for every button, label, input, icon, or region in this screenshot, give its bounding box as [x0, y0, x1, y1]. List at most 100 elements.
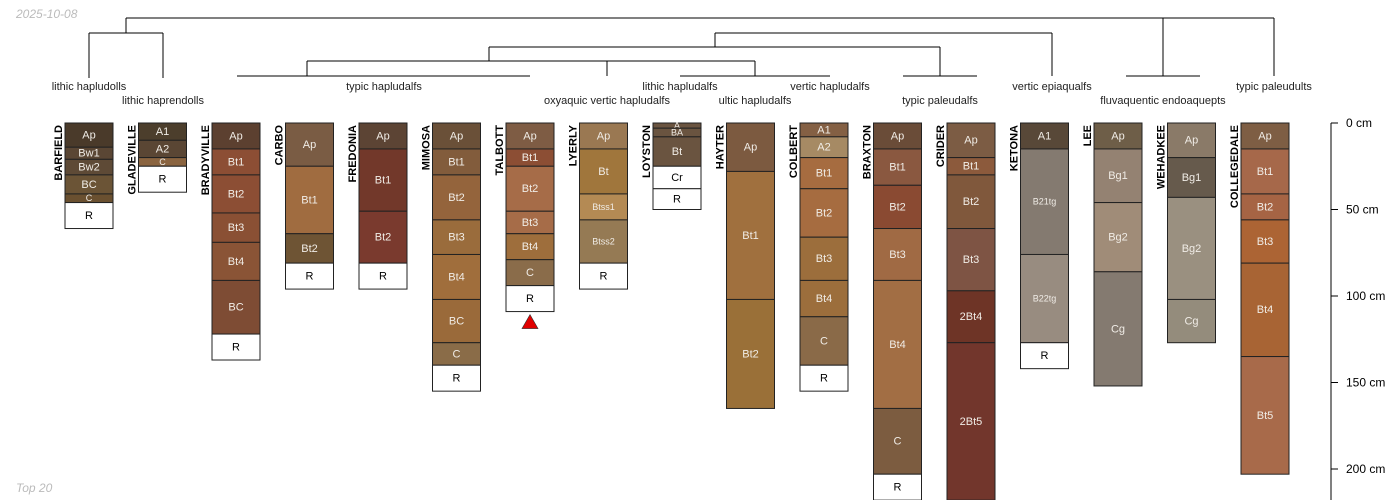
- horizon-bt4: [873, 279, 922, 409]
- horizon-label: Bt1: [375, 174, 392, 186]
- horizon-label: A1: [156, 126, 169, 138]
- profile-name: BRAXTON: [861, 125, 873, 179]
- horizon-label: R: [600, 271, 608, 283]
- horizon-label: R: [1041, 350, 1049, 362]
- horizon-bt3: [799, 236, 849, 281]
- horizon-label: Bt: [598, 166, 608, 178]
- horizon-label: C: [453, 348, 461, 360]
- horizon-r: [138, 165, 187, 193]
- axis-tick-label: 50 cm: [1346, 203, 1379, 217]
- horizon-label: Ap: [523, 130, 536, 142]
- horizon-bt1: [1240, 148, 1290, 195]
- horizon-r: [285, 262, 334, 290]
- horizon-label: Bt2: [522, 183, 539, 195]
- horizon-label: R: [673, 194, 681, 206]
- horizon-label: Bt4: [816, 293, 833, 305]
- horizon-label: Bt1: [742, 230, 759, 242]
- horizon-label: Bt3: [448, 232, 465, 244]
- horizon-label: BC: [228, 302, 243, 314]
- horizon-label: R: [526, 293, 534, 305]
- horizon-cg: [1093, 271, 1143, 387]
- horizon-label: Bt1: [522, 152, 539, 164]
- horizon-label: B22tg: [1033, 293, 1057, 303]
- horizon-bt1: [799, 157, 849, 190]
- horizon-ap: [726, 122, 775, 172]
- horizon-bg1: [1093, 148, 1143, 204]
- horizon-label: C: [820, 335, 828, 347]
- horizon-bg1: [1167, 157, 1216, 198]
- horizon-label: Bg1: [1108, 170, 1128, 182]
- horizon-label: Ap: [1111, 130, 1124, 142]
- horizon-label: Bt2: [301, 243, 318, 255]
- horizon-ap: [1240, 122, 1290, 150]
- profile-name: CRIDER: [935, 125, 947, 167]
- horizon-label: BC: [81, 179, 96, 191]
- horizon-label: Bg1: [1182, 172, 1202, 184]
- horizon-bt1: [285, 165, 334, 235]
- profile-ketona: KETONA A1 B21tg B22tg R: [1008, 122, 1069, 370]
- date-label: 2025-10-08: [16, 7, 78, 21]
- horizon-2bt4: [946, 290, 996, 344]
- horizon-bt4: [1240, 262, 1290, 358]
- horizon-label: Bw2: [78, 162, 99, 174]
- profile-name: COLLEGEDALE: [1229, 125, 1241, 208]
- horizon-label: 2Bt4: [960, 311, 983, 323]
- horizon-bt1: [358, 148, 408, 212]
- horizon-r: [579, 262, 628, 290]
- horizon-ap: [946, 122, 996, 159]
- horizon-r: [1020, 342, 1069, 370]
- horizon-label: A: [674, 120, 680, 130]
- horizon-bt2: [432, 174, 481, 221]
- horizon-bt2: [211, 174, 261, 214]
- horizon-label: Bt1: [889, 162, 906, 174]
- horizon-ap: [285, 122, 334, 167]
- axis-tick-label: 100 cm: [1346, 289, 1385, 303]
- horizon-label: R: [85, 210, 93, 222]
- horizon-label: Ap: [891, 130, 904, 142]
- horizon-label: Btss2: [592, 236, 615, 246]
- horizon-b22tg: [1020, 253, 1069, 344]
- taxon-label: fluvaquentic endoaquepts: [1100, 95, 1226, 107]
- horizon-bt: [579, 148, 628, 195]
- horizon-bt1: [873, 148, 922, 186]
- horizon-ap: [579, 122, 628, 150]
- horizon-label: Bt1: [448, 156, 465, 168]
- profile-talbott: TALBOTT Ap Bt1 Bt2 Bt3 Bt4 C R: [494, 122, 555, 329]
- profile-name: CARBO: [273, 125, 285, 166]
- horizon-label: Bg2: [1182, 243, 1202, 255]
- horizon-label: Ap: [744, 142, 757, 154]
- profile-name: LEE: [1082, 125, 1094, 146]
- horizon-label: Btss1: [592, 202, 615, 212]
- horizon-label: R: [453, 373, 461, 385]
- horizon-bt1: [211, 148, 261, 176]
- profile-mimosa: MIMOSA Ap Bt1 Bt2 Bt3 Bt4 BC C R: [420, 122, 481, 392]
- profile-name: WEHADKEE: [1155, 125, 1167, 189]
- marker-triangle: [521, 313, 539, 329]
- horizon-cg: [1167, 298, 1216, 344]
- horizon-r: [505, 285, 555, 313]
- horizon-label: Cg: [1111, 323, 1125, 335]
- horizon-label: A1: [817, 124, 830, 136]
- horizon-label: R: [306, 271, 314, 283]
- horizon-label: R: [379, 271, 387, 283]
- horizon-label: C: [159, 157, 166, 167]
- profile-fredonia: FREDONIA Ap Bt1 Bt2 R: [347, 122, 408, 290]
- horizon-ap: [432, 122, 481, 150]
- profile-name: BARFIELD: [53, 125, 65, 181]
- profile-name: KETONA: [1008, 125, 1020, 171]
- taxon-label: oxyaquic vertic hapludalfs: [544, 95, 670, 107]
- horizon-bt2: [873, 184, 922, 230]
- horizon-label: Bt3: [522, 217, 539, 229]
- horizon-bt2: [505, 165, 555, 212]
- profile-name: MIMOSA: [420, 125, 432, 170]
- horizon-label: C: [86, 193, 93, 203]
- profile-hayter: HAYTER Ap Bt1 Bt2: [714, 122, 775, 409]
- profile-name: LYERLY: [567, 124, 579, 166]
- horizon-bt4: [211, 241, 261, 281]
- horizon-label: C: [894, 436, 902, 448]
- horizon-ap: [211, 122, 261, 150]
- horizon-label: Bt2: [889, 201, 906, 213]
- horizon-label: Bt2: [228, 188, 245, 200]
- horizon-b21tg: [1020, 148, 1069, 255]
- horizon-label: Ap: [450, 130, 463, 142]
